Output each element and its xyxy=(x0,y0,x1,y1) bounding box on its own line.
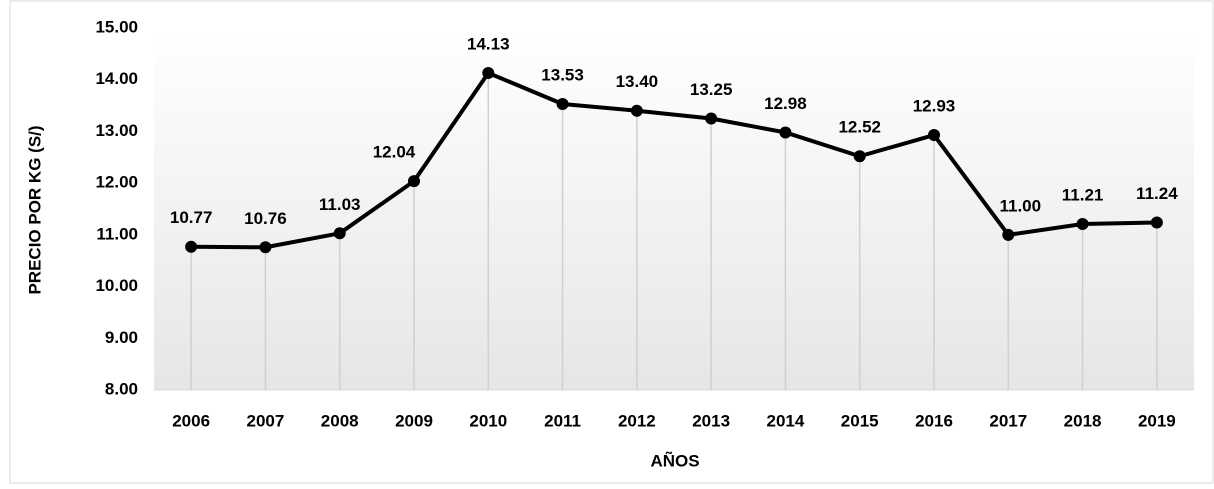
data-label: 13.25 xyxy=(690,80,733,99)
x-tick-label: 2013 xyxy=(692,411,730,430)
x-tick-label: 2015 xyxy=(841,411,879,430)
data-label: 10.77 xyxy=(170,208,213,227)
marker xyxy=(185,240,198,253)
x-tick-label: 2010 xyxy=(469,411,507,430)
y-tick-label: 9.00 xyxy=(105,328,138,347)
x-tick-label: 2019 xyxy=(1138,411,1176,430)
x-tick-label: 2018 xyxy=(1064,411,1102,430)
marker xyxy=(1002,228,1015,241)
data-label: 12.93 xyxy=(913,97,956,116)
data-label: 12.04 xyxy=(373,143,416,162)
y-tick-label: 13.00 xyxy=(95,121,138,140)
y-axis-title: PRECIO POR KG (S/) xyxy=(25,125,44,294)
data-label: 12.98 xyxy=(764,94,807,113)
y-tick-label: 11.00 xyxy=(96,224,138,243)
marker xyxy=(928,129,940,142)
marker xyxy=(259,241,272,254)
x-tick-label: 2017 xyxy=(989,411,1027,430)
plot-area xyxy=(154,28,1194,390)
data-label: 13.53 xyxy=(541,66,584,85)
data-label: 11.00 xyxy=(999,196,1041,215)
x-tick-label: 2009 xyxy=(395,411,433,430)
y-tick-label: 12.00 xyxy=(95,173,138,192)
x-tick-label: 2012 xyxy=(618,411,656,430)
y-tick-label: 15.00 xyxy=(95,17,138,36)
data-label: 10.76 xyxy=(244,209,287,228)
x-tick-label: 2008 xyxy=(321,411,359,430)
marker xyxy=(705,112,718,125)
x-tick-label: 2011 xyxy=(544,411,581,430)
y-tick-label: 10.00 xyxy=(95,276,138,295)
data-label: 14.13 xyxy=(467,34,510,53)
x-tick-label: 2016 xyxy=(915,411,953,430)
marker xyxy=(482,66,495,79)
marker xyxy=(333,227,346,240)
marker xyxy=(779,126,792,139)
data-label: 11.24 xyxy=(1136,184,1178,203)
x-tick-label: 2006 xyxy=(172,411,210,430)
data-label: 13.40 xyxy=(616,72,659,91)
y-tick-label: 14.00 xyxy=(95,69,138,88)
marker xyxy=(556,98,569,111)
marker xyxy=(1150,216,1163,229)
data-label: 12.52 xyxy=(838,118,881,137)
x-tick-label: 2007 xyxy=(247,411,285,430)
marker xyxy=(408,175,420,188)
data-label: 11.21 xyxy=(1062,185,1104,204)
line xyxy=(191,70,1157,250)
y-tick-label: 8.00 xyxy=(105,379,138,398)
marker xyxy=(1076,217,1089,230)
marker xyxy=(853,150,866,163)
x-tick-label: 2014 xyxy=(767,411,805,430)
marker xyxy=(630,104,643,117)
x-axis-title: AÑOS xyxy=(650,450,699,470)
data-label: 11.03 xyxy=(319,195,361,214)
